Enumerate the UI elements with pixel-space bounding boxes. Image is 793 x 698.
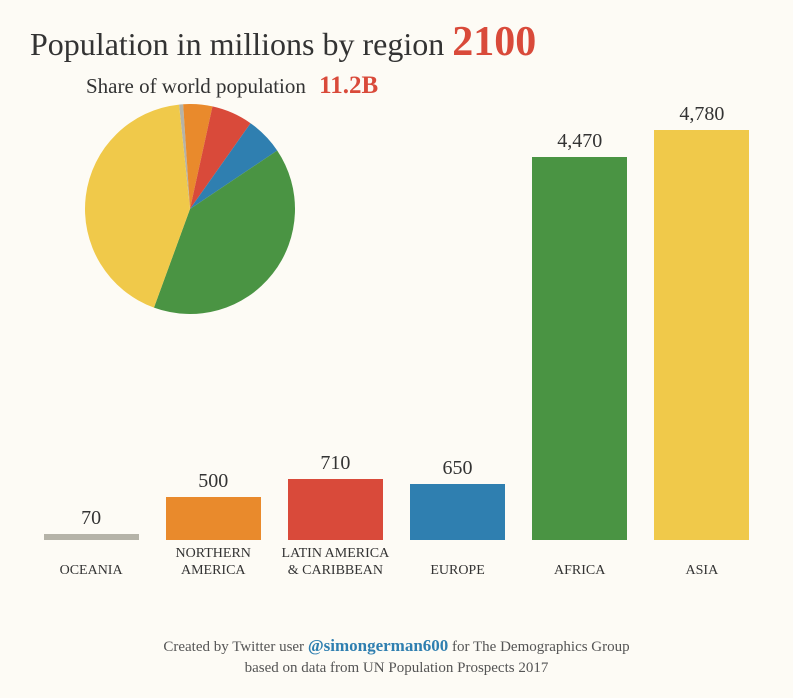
title-prefix: Population in millions by region xyxy=(30,26,444,62)
chart-title: Population in millions by region 2100 xyxy=(30,18,536,66)
title-year: 2100 xyxy=(452,19,536,65)
bar-value-label: 70 xyxy=(81,507,101,530)
bar-rect xyxy=(532,157,627,540)
credit-line2: based on data from UN Population Prospec… xyxy=(245,660,549,676)
bar-column: 710LATIN AMERICA & CARIBBEAN xyxy=(280,452,390,540)
bar-chart: 70OCEANIA500NORTHERN AMERICA710LATIN AME… xyxy=(30,100,763,580)
pie-header: Share of world population 11.2B xyxy=(86,72,378,100)
bar-column: 500NORTHERN AMERICA xyxy=(158,470,268,540)
bar-category-label: LATIN AMERICA & CARIBBEAN xyxy=(280,546,390,580)
credit-suffix: for The Demographics Group xyxy=(448,639,629,655)
bar-category-label: EUROPE xyxy=(403,563,513,580)
bar-column: 4,470AFRICA xyxy=(525,130,635,540)
bar-rect xyxy=(654,130,749,540)
bar-column: 70OCEANIA xyxy=(36,507,146,540)
credit-handle: @simongerman600 xyxy=(308,636,448,655)
bar-category-label: OCEANIA xyxy=(36,563,146,580)
bar-rect xyxy=(44,534,139,540)
credit-prefix: Created by Twitter user xyxy=(163,639,307,655)
bar-rect xyxy=(288,479,383,540)
pie-header-total: 11.2B xyxy=(319,72,378,99)
bar-category-label: ASIA xyxy=(647,563,757,580)
bar-rect xyxy=(410,484,505,540)
bar-category-label: AFRICA xyxy=(525,563,635,580)
bar-value-label: 710 xyxy=(320,452,350,475)
bar-value-label: 4,470 xyxy=(557,130,602,153)
bar-category-label: NORTHERN AMERICA xyxy=(158,546,268,580)
bar-value-label: 650 xyxy=(443,457,473,480)
bar-value-label: 4,780 xyxy=(679,103,724,126)
credit-line: Created by Twitter user @simongerman600 … xyxy=(0,635,793,678)
pie-header-label: Share of world population xyxy=(86,74,306,98)
bar-column: 4,780ASIA xyxy=(647,103,757,540)
bar-column: 650EUROPE xyxy=(403,457,513,540)
bar-value-label: 500 xyxy=(198,470,228,493)
bar-rect xyxy=(166,497,261,540)
